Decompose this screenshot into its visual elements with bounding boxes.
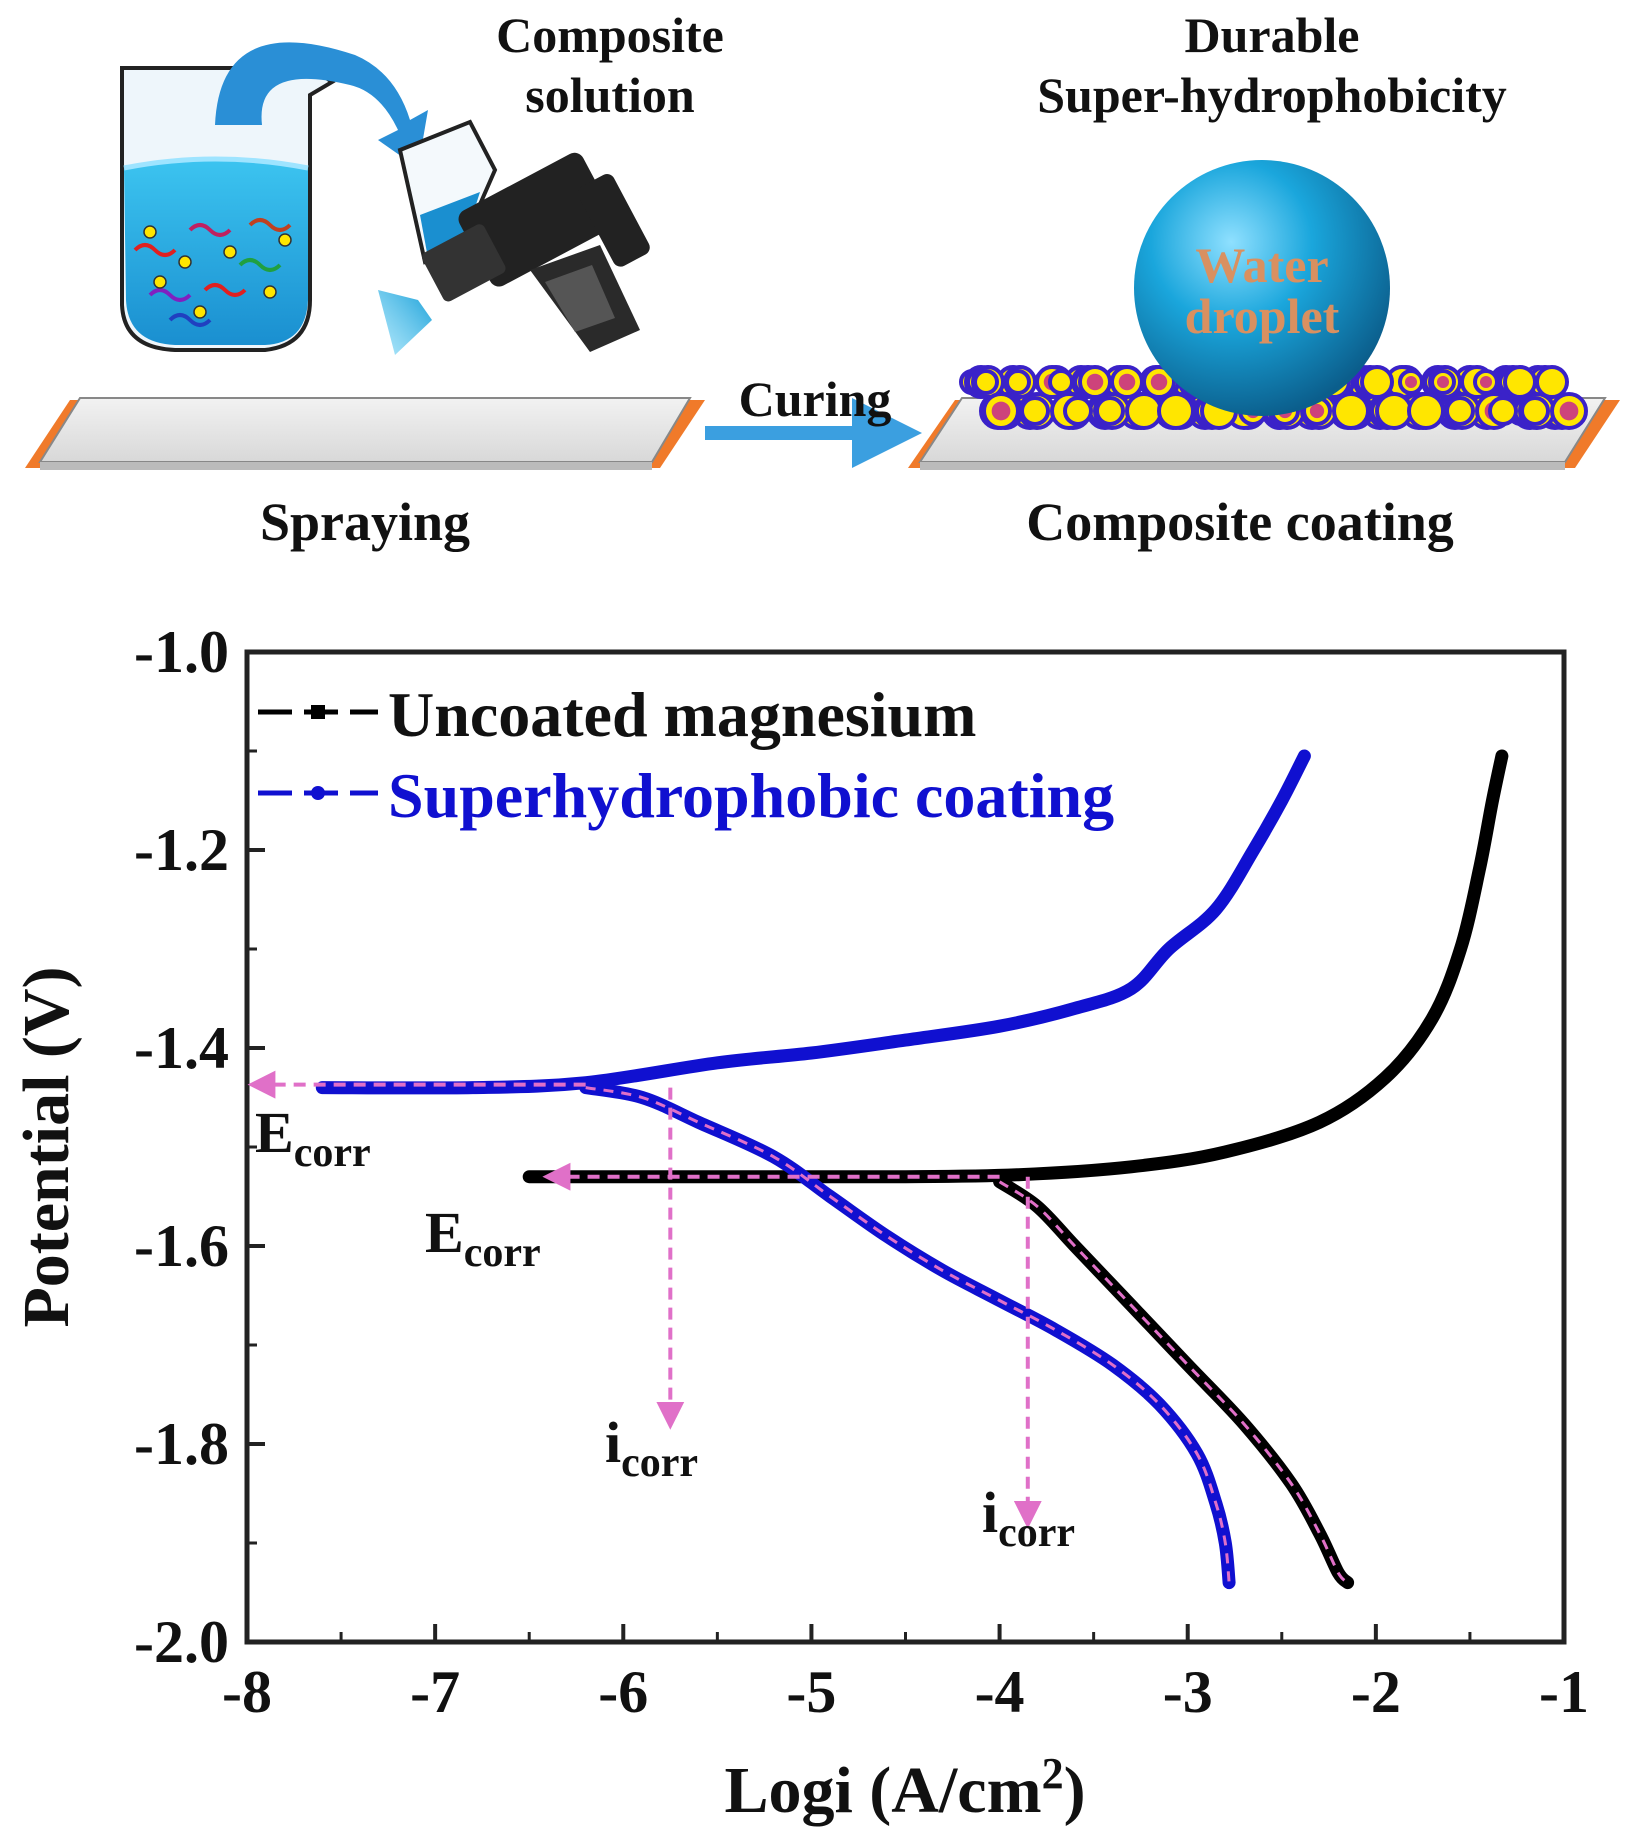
series-0-tafel-fit	[998, 1180, 1349, 1584]
particle-core	[991, 401, 1011, 421]
droplet-label-line1: Water	[1195, 237, 1328, 293]
particle-core	[1404, 375, 1418, 389]
durable-label-line1: Durable	[1185, 7, 1360, 63]
particle	[973, 369, 999, 395]
water-droplet-icon	[1134, 160, 1390, 416]
particle-core	[1309, 403, 1325, 419]
particle	[1407, 392, 1445, 430]
annotation-label: Ecorr	[255, 1100, 371, 1176]
series-0-anodic-line	[522, 749, 1509, 1184]
x-axis-title: Logi (A/cm2)	[724, 1749, 1085, 1827]
x-axis-title-main: Logi (A/cm	[724, 1754, 1041, 1827]
particle	[1048, 369, 1074, 395]
particle	[1332, 392, 1370, 430]
beaker-icon	[120, 66, 336, 352]
annotation-symbol: E	[255, 1100, 294, 1165]
x-tick-label: -6	[598, 1659, 648, 1725]
annotation-label: icorr	[605, 1410, 698, 1486]
x-tick-label: -7	[410, 1659, 460, 1725]
annotation-label: Ecorr	[425, 1200, 541, 1276]
particle	[1020, 396, 1050, 426]
particle-core	[1150, 373, 1168, 391]
x-tick-label: -2	[1351, 1659, 1401, 1725]
particle	[1503, 365, 1537, 399]
schematic-panel: Water droplet Composite solution Durable…	[25, 7, 1620, 552]
annotation-subscript: corr	[464, 1230, 541, 1276]
particle	[1375, 392, 1413, 430]
particle	[1520, 396, 1550, 426]
series-curves	[315, 749, 1509, 1590]
x-tick-label: -4	[975, 1659, 1025, 1725]
coating-label: Composite coating	[1026, 492, 1453, 552]
droplet-label-line2: droplet	[1185, 288, 1340, 344]
durable-label-line2: Super-hydrophobicity	[1037, 67, 1507, 123]
annotation-symbol: E	[425, 1200, 464, 1265]
left-substrate	[25, 397, 705, 470]
annotation-symbol: i	[982, 1480, 998, 1545]
particle-core	[1118, 373, 1136, 391]
legend-entry-superhydrophobic: Superhydrophobic coating	[258, 760, 1114, 831]
polarization-chart: -8 -7 -6 -5 -4 -3 -2 -1 -1.0 -1.2 -1.4 -1.6 -1.8 -2.0…	[10, 619, 1589, 1827]
y-tick-label: -1.0	[134, 619, 229, 685]
curing-label: Curing	[739, 371, 892, 427]
particle	[1488, 396, 1518, 426]
spray-gun-icon	[378, 119, 650, 355]
particle-core	[1086, 373, 1104, 391]
series-1-tafel-fit	[585, 1086, 1231, 1583]
y-tick-label: -1.6	[134, 1213, 229, 1279]
legend-label-uncoated: Uncoated magnesium	[388, 679, 976, 750]
particle-core	[1479, 375, 1493, 389]
particle-core	[1436, 375, 1450, 389]
annotation-subscript: corr	[294, 1130, 371, 1176]
legend: Uncoated magnesium Superhydrophobic coat…	[258, 679, 1114, 831]
axis-ticks: -8 -7 -6 -5 -4 -3 -2 -1 -1.0 -1.2 -1.4 -1.6 -1.8 -2.0	[134, 619, 1589, 1725]
x-tick-label: -5	[786, 1659, 836, 1725]
x-axis-title-end: )	[1064, 1754, 1086, 1827]
y-tick-label: -1.2	[134, 817, 229, 883]
annotation-subscript: corr	[621, 1440, 698, 1486]
annotation-label: icorr	[982, 1480, 1075, 1556]
x-tick-label: -8	[222, 1659, 272, 1725]
particle	[1360, 365, 1394, 399]
particle	[1125, 392, 1163, 430]
spraying-label: Spraying	[260, 492, 470, 552]
legend-label-superhydrophobic: Superhydrophobic coating	[388, 760, 1114, 831]
y-tick-label: -2.0	[134, 1609, 229, 1675]
pour-arrow-icon	[215, 42, 428, 168]
x-tick-label: -3	[1163, 1659, 1213, 1725]
particle	[1535, 365, 1569, 399]
particle-core	[1559, 401, 1579, 421]
particle	[1157, 392, 1195, 430]
y-axis-title: Potential (V)	[10, 966, 83, 1327]
particle	[1005, 369, 1031, 395]
particle	[1063, 396, 1093, 426]
particle	[1095, 396, 1125, 426]
solution-label-line1: Composite	[496, 7, 724, 63]
y-tick-label: -1.4	[134, 1015, 229, 1081]
x-tick-label: -1	[1539, 1659, 1589, 1725]
x-axis-title-sup: 2	[1042, 1749, 1064, 1798]
annotation-subscript: corr	[998, 1510, 1075, 1556]
legend-entry-uncoated: Uncoated magnesium	[258, 679, 976, 750]
annotation-symbol: i	[605, 1410, 621, 1475]
particle	[1445, 396, 1475, 426]
solution-label-line2: solution	[525, 67, 695, 123]
y-tick-label: -1.8	[134, 1411, 229, 1477]
composite-particles	[959, 365, 1588, 430]
